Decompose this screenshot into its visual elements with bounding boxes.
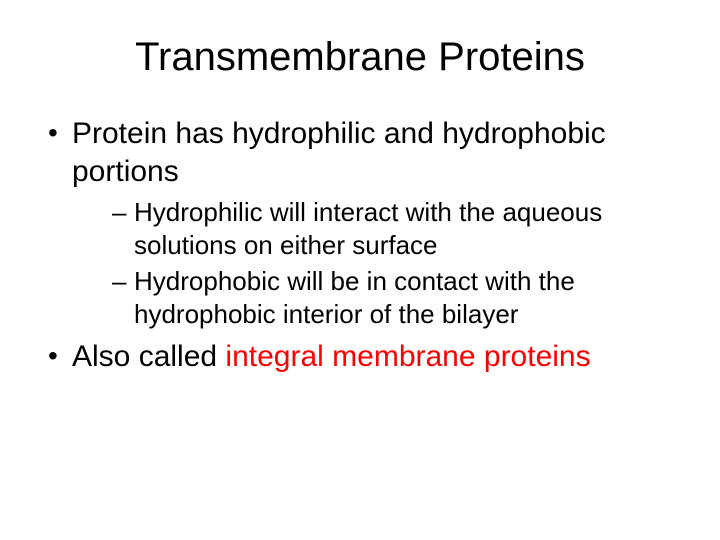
slide-title: Transmembrane Proteins [40, 35, 680, 80]
bullet-prefix: Also called [72, 340, 225, 373]
bullet-item: Protein has hydrophilic and hydrophobic … [40, 115, 680, 330]
bullet-text: Protein has hydrophilic and hydrophobic … [72, 117, 606, 188]
bullet-list: Protein has hydrophilic and hydrophobic … [40, 115, 680, 376]
sub-list: Hydrophilic will interact with the aqueo… [72, 196, 680, 330]
sub-item: Hydrophobic will be in contact with the … [72, 265, 680, 330]
sub-item: Hydrophilic will interact with the aqueo… [72, 196, 680, 261]
bullet-item: Also called integral membrane proteins [40, 338, 680, 376]
bullet-highlight: integral membrane proteins [225, 340, 590, 373]
